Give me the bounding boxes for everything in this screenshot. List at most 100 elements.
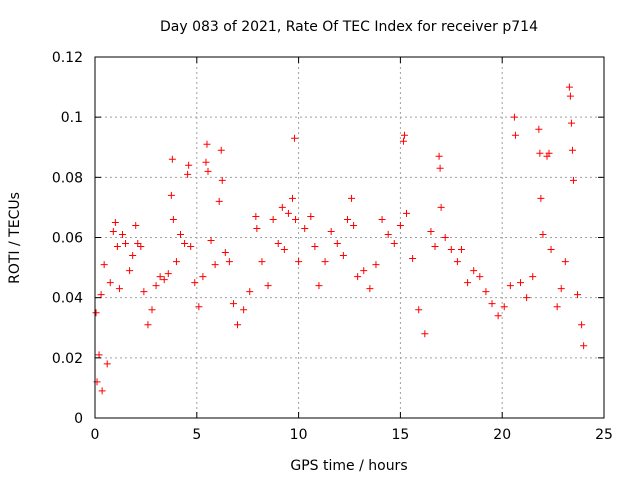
data-point [409, 255, 417, 263]
data-point [321, 258, 329, 266]
data-point [435, 152, 443, 160]
data-point [510, 113, 518, 121]
data-point [126, 267, 134, 275]
data-point [453, 258, 461, 266]
data-point [464, 279, 472, 287]
data-point [470, 267, 478, 275]
data-point [360, 267, 368, 275]
data-point [574, 291, 582, 299]
data-point [437, 203, 445, 211]
data-point [354, 273, 362, 281]
data-point [229, 300, 237, 308]
data-point [348, 194, 356, 202]
x-tick-label: 5 [192, 427, 201, 443]
data-point [561, 258, 569, 266]
data-point [284, 209, 292, 217]
data-point [366, 285, 374, 293]
data-point [221, 249, 229, 257]
data-point [98, 387, 106, 395]
data-point [280, 246, 288, 254]
data-point [122, 240, 130, 248]
data-point [378, 215, 386, 223]
data-point [403, 209, 411, 217]
y-tick-label: 0.1 [61, 110, 83, 126]
data-point [557, 285, 565, 293]
data-point [372, 261, 380, 269]
data-point [547, 246, 555, 254]
data-point [274, 240, 282, 248]
data-point [307, 212, 315, 220]
x-axis-label: GPS time / hours [290, 458, 407, 474]
data-point [106, 279, 114, 287]
data-point [578, 321, 586, 329]
data-point [301, 224, 309, 232]
data-point [253, 224, 261, 232]
data-point [292, 215, 300, 223]
data-point [390, 240, 398, 248]
data-point [457, 246, 465, 254]
data-point [218, 176, 226, 184]
data-point [523, 294, 531, 302]
data-point [187, 243, 195, 251]
data-point [327, 227, 335, 235]
data-point [137, 243, 145, 251]
data-point [431, 243, 439, 251]
data-point [246, 288, 254, 296]
data-point [539, 230, 547, 238]
data-point [177, 230, 185, 238]
data-point [113, 243, 121, 251]
data-point [164, 270, 172, 278]
data-point [269, 215, 277, 223]
data-point [506, 282, 514, 290]
x-tick-label: 0 [91, 427, 100, 443]
data-point [115, 285, 123, 293]
data-point [203, 140, 211, 148]
data-point [315, 282, 323, 290]
data-point [400, 131, 408, 139]
data-point [109, 227, 117, 235]
data-point [144, 321, 152, 329]
data-point [225, 258, 233, 266]
y-axis-label: ROTI / TECUs [7, 192, 23, 284]
data-point [215, 197, 223, 205]
data-point [421, 330, 429, 338]
data-point [350, 221, 358, 229]
data-point [234, 321, 242, 329]
data-point [184, 170, 192, 178]
data-point [202, 158, 210, 166]
data-series-roti [92, 83, 588, 395]
data-point [553, 303, 561, 311]
data-point [482, 288, 490, 296]
data-point [211, 261, 219, 269]
data-point [140, 288, 148, 296]
data-point [103, 360, 111, 368]
data-point [129, 252, 137, 260]
y-tick-label: 0.06 [52, 231, 83, 247]
x-tick-label: 15 [391, 427, 409, 443]
data-point [447, 246, 455, 254]
data-point [568, 146, 576, 154]
data-point [111, 218, 119, 226]
data-point [494, 312, 502, 320]
data-point [134, 240, 142, 248]
data-point [441, 234, 449, 241]
data-point [569, 176, 577, 184]
data-point [168, 155, 176, 163]
data-point [148, 306, 156, 314]
data-point [545, 149, 553, 157]
data-point [160, 276, 168, 284]
data-point [207, 237, 215, 245]
x-tick-label: 25 [595, 427, 613, 443]
data-point [343, 215, 351, 223]
data-point [488, 300, 496, 308]
data-point [476, 273, 484, 281]
data-point [399, 137, 407, 145]
data-point [258, 258, 266, 266]
data-point [152, 282, 160, 290]
data-point [567, 119, 575, 127]
data-point [191, 279, 199, 287]
data-point [118, 230, 126, 238]
data-point [535, 125, 543, 133]
